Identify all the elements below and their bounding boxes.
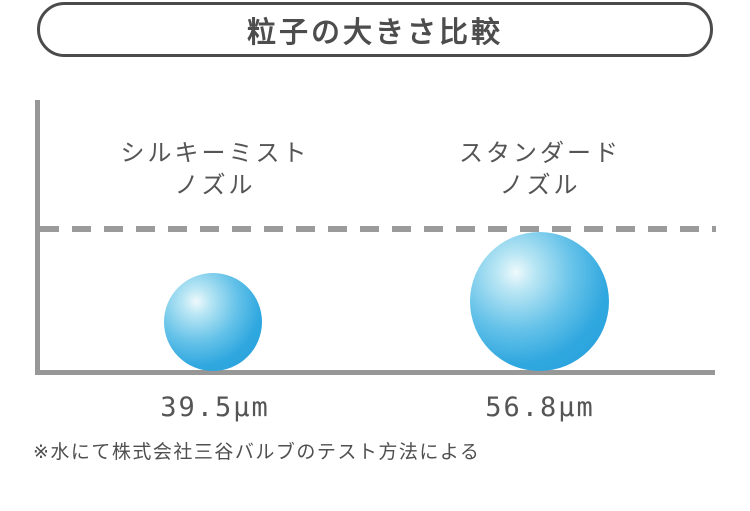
footnote-test-method: ※水にて株式会社三谷バルブのテスト方法による <box>33 441 481 463</box>
y-axis-line <box>35 100 40 375</box>
value-standard: 56.8μm <box>485 392 595 423</box>
value-silky-mist: 39.5μm <box>160 392 270 423</box>
label-silky-mist-nozzle: シルキーミスト ノズル <box>120 139 310 200</box>
particle-sphere-silky-mist <box>164 273 262 371</box>
label-standard-nozzle: スタンダード ノズル <box>459 139 621 200</box>
chart-title-pill: 粒子の大きさ比較 <box>37 2 713 57</box>
page-title: 粒子の大きさ比較 <box>246 14 503 49</box>
particle-sphere-standard <box>470 232 609 371</box>
x-axis-line <box>35 370 715 375</box>
reference-dashed-line <box>40 226 716 232</box>
